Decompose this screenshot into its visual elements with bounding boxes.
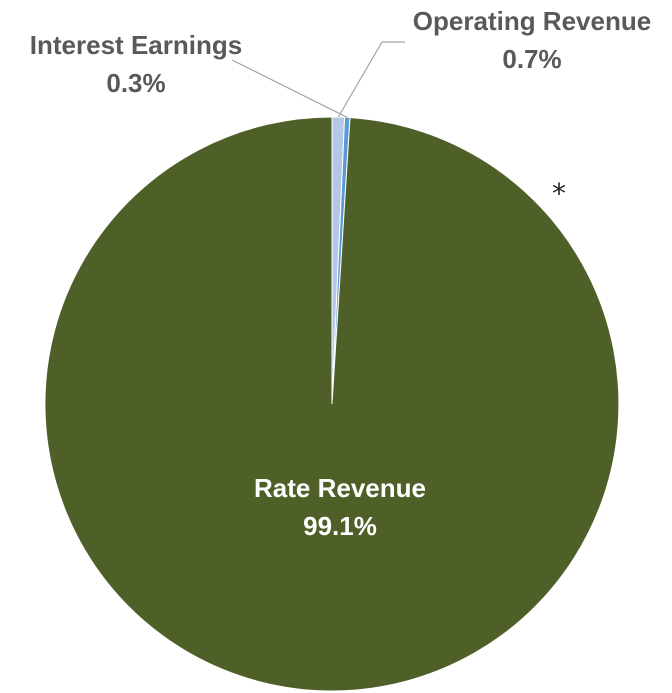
chart-annotation-asterisk: * — [552, 177, 566, 210]
slice-labels: Operating Revenue 0.7% Interest Earnings… — [30, 6, 651, 541]
slice-label-interest-earnings: Interest Earnings — [30, 30, 242, 60]
leader-line-interest-earnings — [231, 59, 348, 118]
leader-lines — [231, 41, 405, 118]
slice-value-operating-revenue: 0.7% — [502, 44, 561, 74]
pie-slices — [44, 116, 620, 692]
slice-label-rate-revenue: Rate Revenue — [254, 473, 426, 503]
slice-value-rate-revenue: 99.1% — [303, 511, 377, 541]
leader-line-operating-revenue — [337, 41, 405, 118]
slice-value-interest-earnings: 0.3% — [106, 68, 165, 98]
pie-slice-rate-revenue — [44, 116, 620, 692]
slice-label-operating-revenue: Operating Revenue — [413, 6, 651, 36]
